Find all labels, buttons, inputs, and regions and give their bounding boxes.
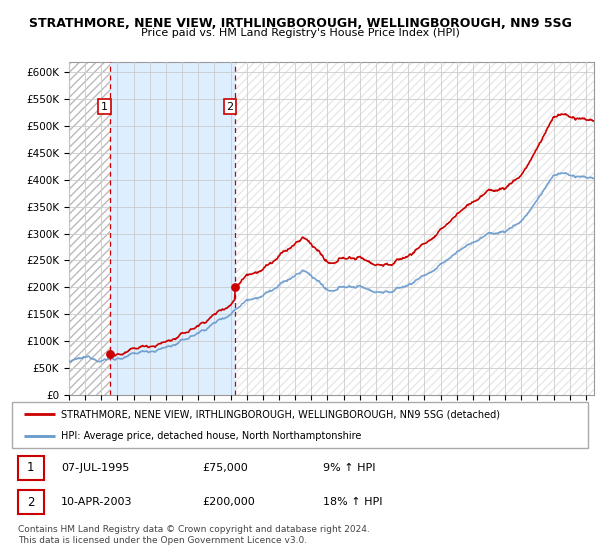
FancyBboxPatch shape <box>18 490 44 514</box>
FancyBboxPatch shape <box>18 456 44 480</box>
Text: 9% ↑ HPI: 9% ↑ HPI <box>323 463 376 473</box>
Text: £200,000: £200,000 <box>202 497 255 507</box>
Text: 2: 2 <box>27 496 34 508</box>
Text: Price paid vs. HM Land Registry's House Price Index (HPI): Price paid vs. HM Land Registry's House … <box>140 28 460 38</box>
Text: 07-JUL-1995: 07-JUL-1995 <box>61 463 130 473</box>
Text: STRATHMORE, NENE VIEW, IRTHLINGBOROUGH, WELLINGBOROUGH, NN9 5SG (detached): STRATHMORE, NENE VIEW, IRTHLINGBOROUGH, … <box>61 409 500 419</box>
Text: £75,000: £75,000 <box>202 463 248 473</box>
Point <box>105 350 115 359</box>
Text: 18% ↑ HPI: 18% ↑ HPI <box>323 497 383 507</box>
Text: 1: 1 <box>27 461 34 474</box>
Text: STRATHMORE, NENE VIEW, IRTHLINGBOROUGH, WELLINGBOROUGH, NN9 5SG: STRATHMORE, NENE VIEW, IRTHLINGBOROUGH, … <box>29 17 571 30</box>
Bar <box>110 62 235 395</box>
Text: 2: 2 <box>226 101 233 111</box>
Text: Contains HM Land Registry data © Crown copyright and database right 2024.
This d: Contains HM Land Registry data © Crown c… <box>18 525 370 545</box>
Point <box>230 283 239 292</box>
Text: 10-APR-2003: 10-APR-2003 <box>61 497 133 507</box>
Text: 1: 1 <box>101 101 108 111</box>
Text: HPI: Average price, detached house, North Northamptonshire: HPI: Average price, detached house, Nort… <box>61 431 361 441</box>
FancyBboxPatch shape <box>12 402 588 448</box>
